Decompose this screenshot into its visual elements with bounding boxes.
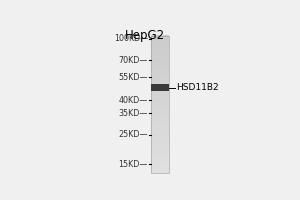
Bar bbox=[152, 84, 169, 91]
Text: 40KD—: 40KD— bbox=[119, 96, 148, 105]
Text: 35KD—: 35KD— bbox=[118, 109, 148, 118]
Text: HepG2: HepG2 bbox=[124, 29, 164, 42]
Text: 15KD—: 15KD— bbox=[118, 160, 148, 169]
Text: 25KD—: 25KD— bbox=[118, 130, 148, 139]
Text: 100KD—: 100KD— bbox=[114, 34, 148, 43]
Text: 55KD—: 55KD— bbox=[118, 73, 148, 82]
Text: HSD11B2: HSD11B2 bbox=[176, 83, 218, 92]
Bar bbox=[152, 36, 169, 173]
Text: 70KD—: 70KD— bbox=[118, 56, 148, 65]
